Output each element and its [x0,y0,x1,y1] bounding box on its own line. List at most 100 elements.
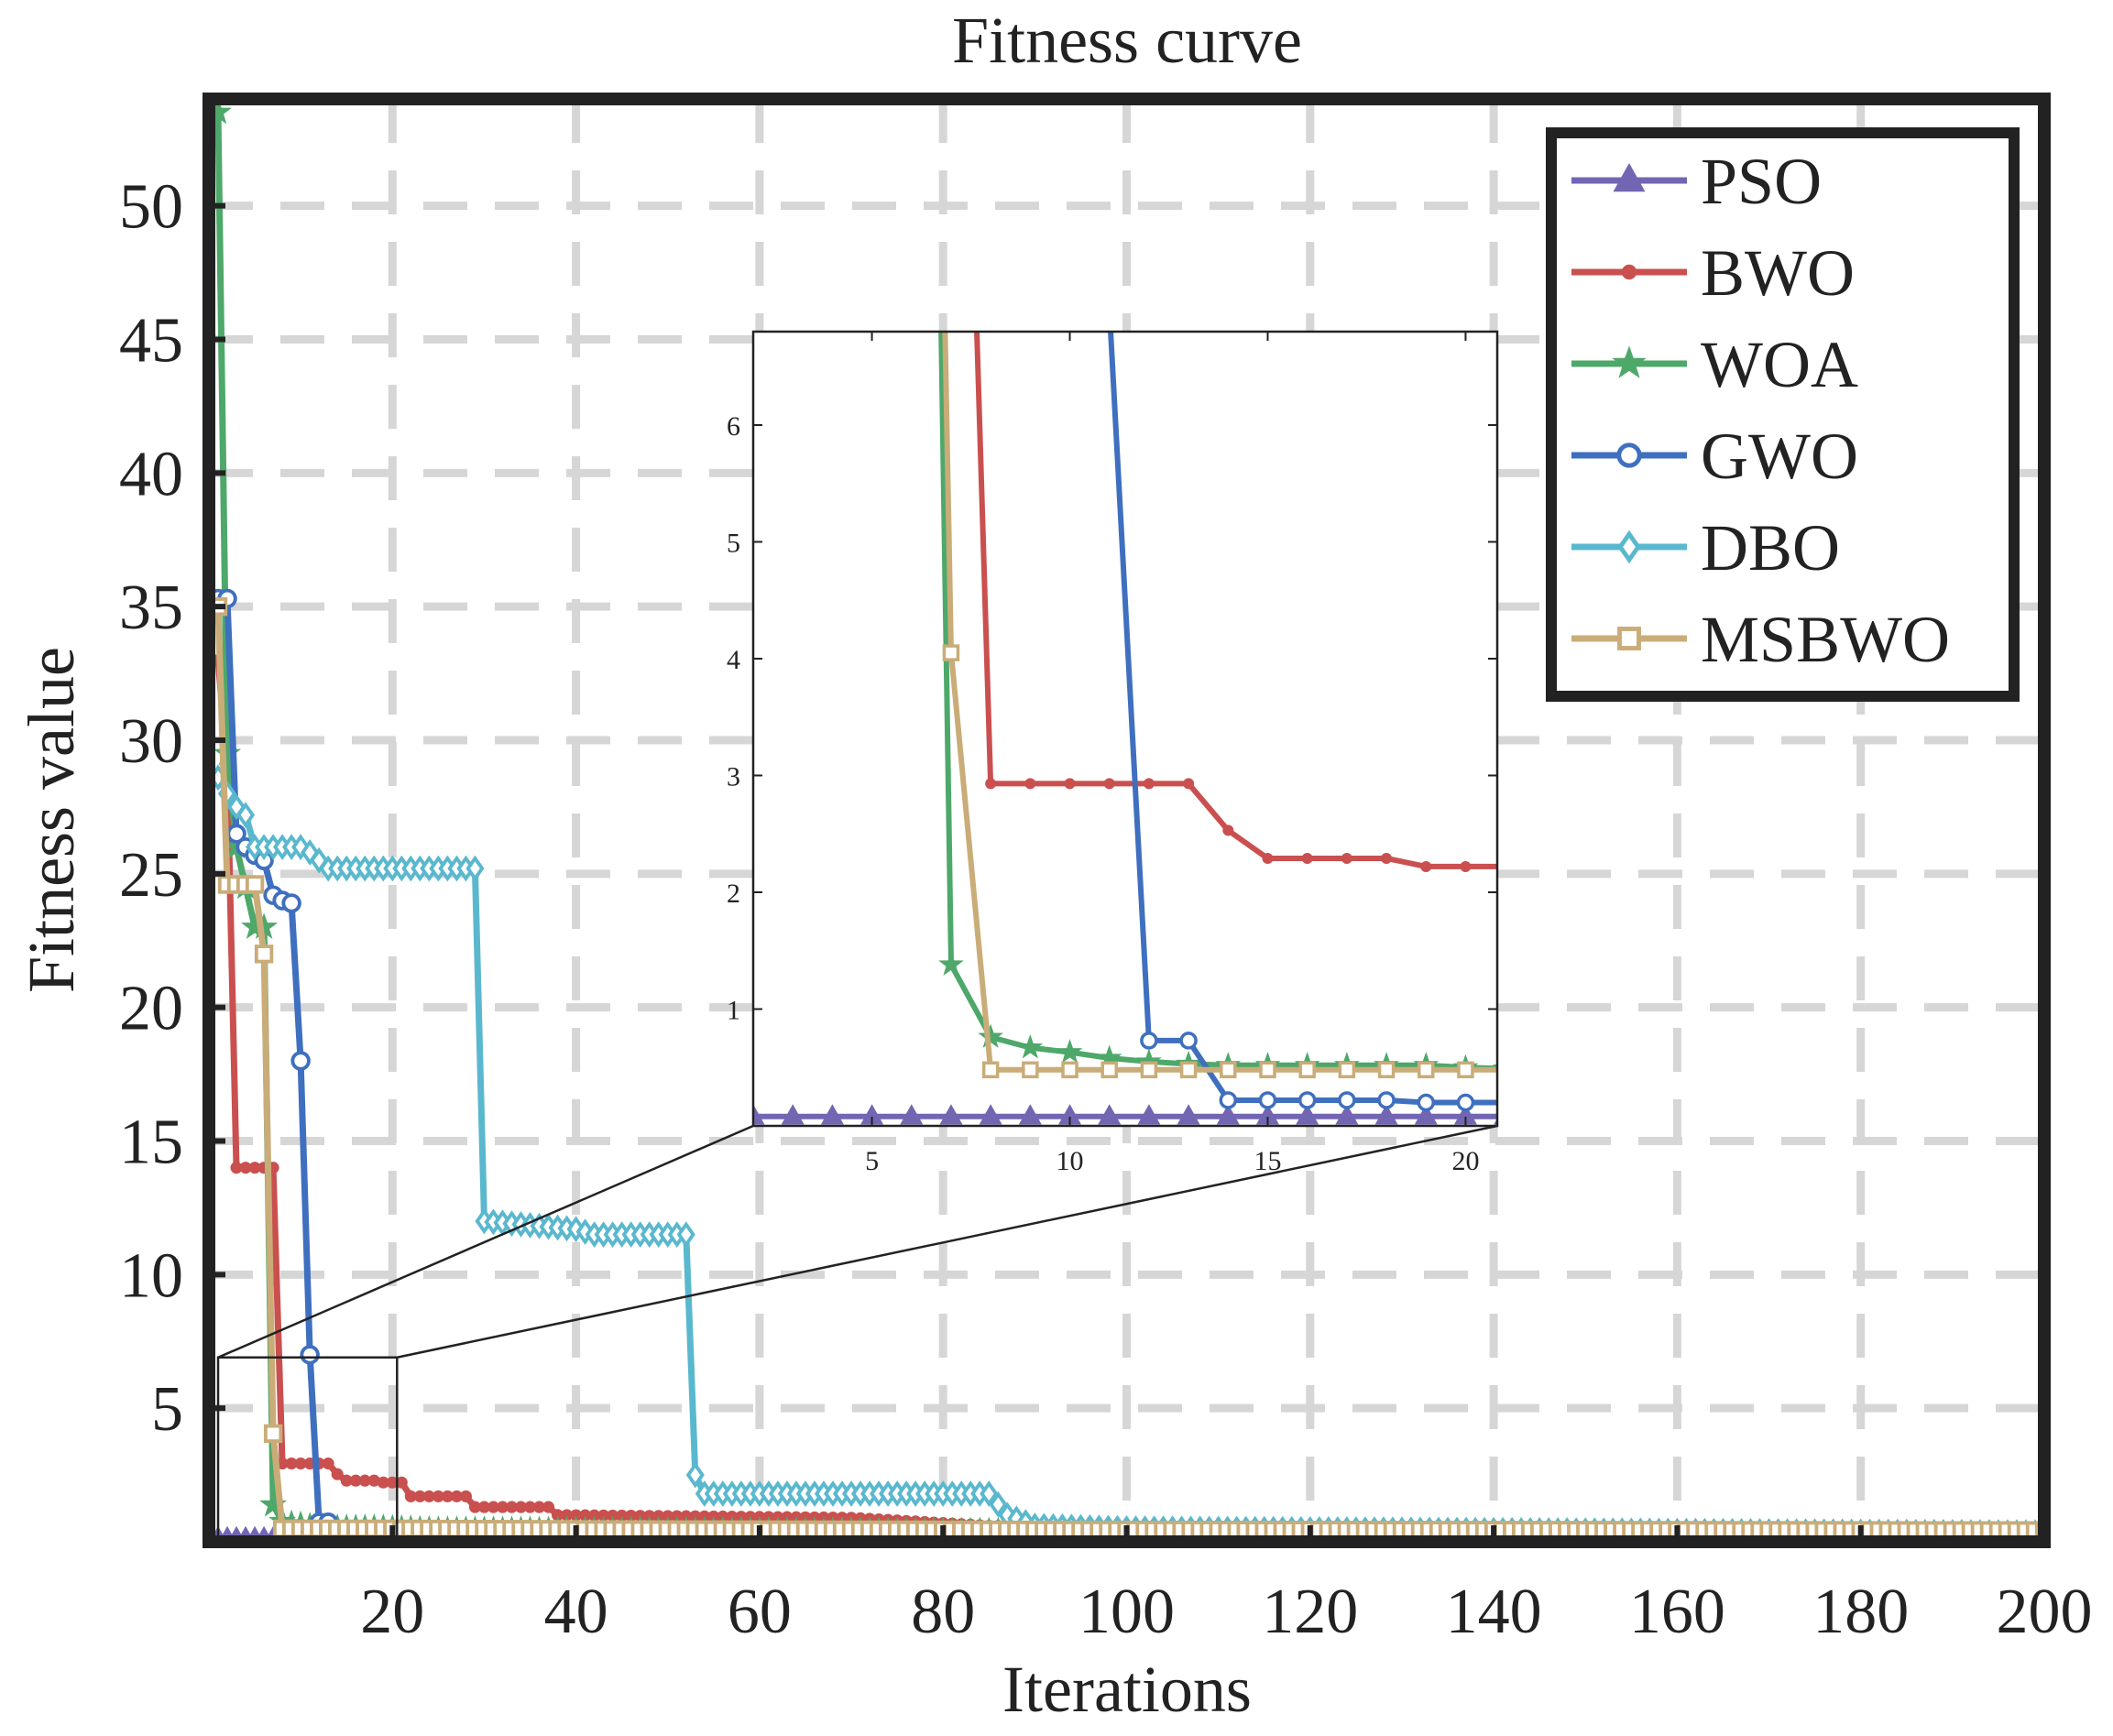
data-point [1061,1061,1078,1079]
data-point [331,1468,344,1480]
inset-y-tick-label: 2 [727,879,740,909]
y-tick-label: 45 [119,306,183,377]
data-point [254,944,274,964]
y-tick-label: 35 [119,573,183,643]
data-point [1018,1104,1042,1125]
data-point [1017,1034,1044,1059]
data-point [290,1051,311,1071]
data-point [281,893,301,913]
data-point [1377,1061,1396,1079]
data-point [1420,860,1432,872]
data-point [1457,1061,1474,1079]
data-point [705,1108,722,1123]
y-tick-label: 20 [119,974,183,1044]
legend-label: DBO [1701,511,1840,584]
y-tick-label: 5 [151,1374,183,1445]
data-point [300,1345,320,1365]
inset-y-tick-label: 6 [727,411,740,442]
data-point [1612,345,1647,378]
data-point [685,1461,705,1489]
inset-y-tick-label: 5 [727,529,740,559]
x-tick-label: 80 [911,1577,975,1647]
x-tick-labels: 20 40 60 80 100 120 140 160 180 200 [360,1525,2093,1647]
x-tick-label: 40 [544,1577,608,1647]
data-point [1259,1061,1276,1079]
data-point [465,855,485,882]
data-point [1024,778,1036,790]
data-point [322,1457,334,1470]
data-point [263,1424,283,1444]
inset-plot: 5 10 15 20 1 2 3 4 5 6 [705,330,1499,1176]
data-point [1216,1104,1240,1125]
data-point [1220,1061,1237,1079]
data-point [1297,1091,1317,1109]
data-point [1338,1061,1356,1079]
y-tick-labels: 5 10 15 20 25 30 35 40 45 50 [119,172,225,1445]
data-point [1414,1104,1438,1125]
zoom-connector [217,1124,754,1359]
y-tick-label: 15 [119,1108,183,1178]
data-point [900,1104,924,1125]
x-tick-label: 60 [728,1577,792,1647]
legend-entry: MSBWO [1571,603,1950,676]
data-point [1103,778,1115,790]
data-point [1222,824,1234,836]
y-tick-label: 50 [119,172,183,243]
inset-series [705,332,1497,1125]
inset-series-msbwo [942,332,1497,1079]
x-tick-label: 160 [1629,1577,1725,1647]
y-tick-label: 25 [119,840,183,911]
data-point [676,1221,695,1248]
data-point [1617,530,1641,564]
x-tick-label: 100 [1078,1577,1175,1647]
data-point [1494,1118,1497,1125]
x-axis-label: Iterations [1002,1653,1252,1726]
data-point [1140,1032,1158,1050]
legend-entry: GWO [1571,420,1858,493]
zoom-box [216,1356,399,1544]
inset-series-pso [705,1104,1497,1125]
data-point [1621,264,1637,280]
data-point [1022,1061,1039,1079]
y-tick-label: 30 [119,706,183,777]
data-point [1613,162,1646,192]
data-point [1143,778,1155,790]
data-point [1460,860,1472,872]
data-point [938,951,964,976]
data-point [1064,778,1076,790]
inset-x-tick-label: 20 [1451,1146,1479,1176]
x-tick-label: 200 [1997,1577,2093,1647]
data-point [1335,1104,1359,1125]
data-point [1098,1104,1122,1125]
chart-title: Fitness curve [952,4,1302,77]
data-point [1296,1104,1319,1125]
data-point [1456,1093,1475,1112]
inset-background [753,332,1497,1126]
data-point [1140,1061,1158,1079]
data-point [1177,1104,1200,1125]
data-point [1179,1061,1198,1079]
data-point [213,738,242,766]
data-point [989,1490,1008,1518]
data-point [1298,1061,1316,1079]
data-point [781,1104,805,1125]
inset-y-tick-label: 3 [727,762,740,792]
zoom-indicator [216,1124,1498,1544]
data-point [1100,1061,1118,1079]
data-point [981,1061,1000,1079]
data-point [1374,1104,1398,1125]
legend-label: GWO [1701,420,1858,493]
legend: PSO BWO WOA GWO DBO MSBWO [1546,127,2020,702]
inset-series-bwo [974,332,1497,872]
series-msbwo [209,596,2044,1540]
inset-y-tick-label: 4 [727,645,740,675]
data-point [939,1104,963,1125]
inset-x-tick-label: 15 [1254,1146,1281,1176]
data-point [753,1104,765,1125]
data-point [1219,1091,1238,1109]
x-tick-label: 120 [1262,1577,1358,1647]
inset-x-tick-label: 5 [865,1146,879,1176]
data-point [820,1104,844,1125]
data-point [1616,442,1642,468]
